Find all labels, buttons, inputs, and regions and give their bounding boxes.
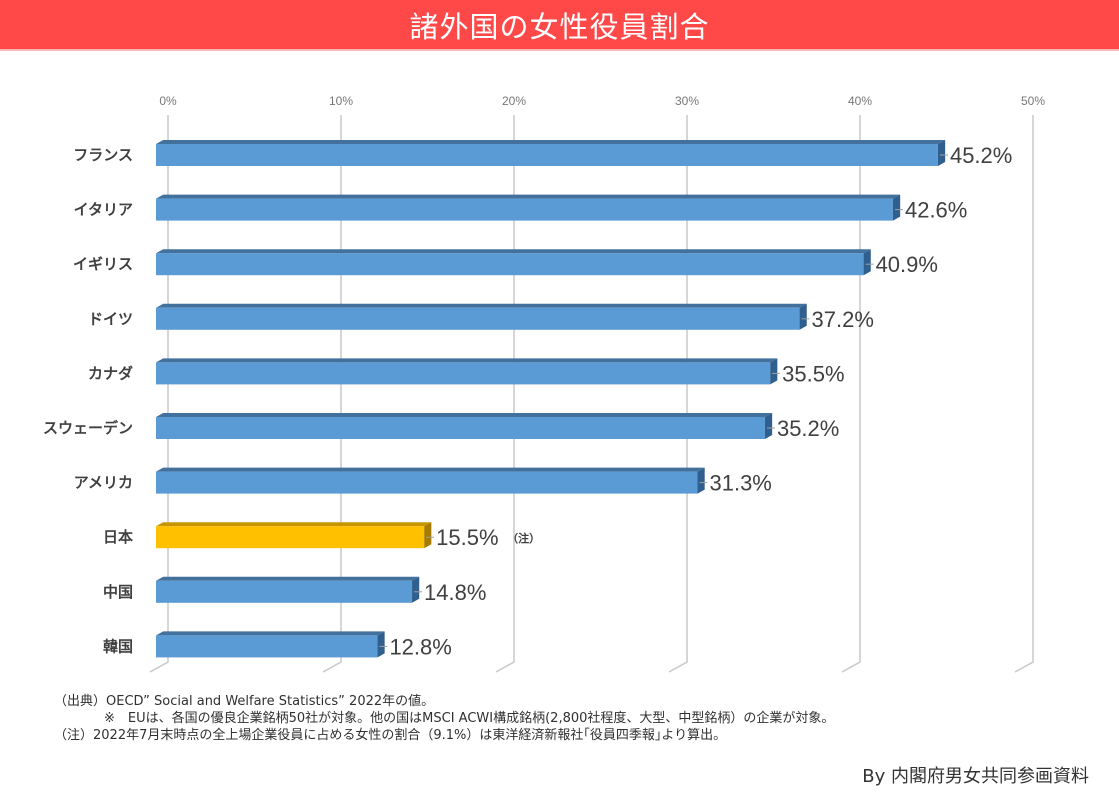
data-label: 12.8%	[389, 634, 451, 659]
bar	[156, 417, 765, 439]
category-label: イタリア	[74, 201, 133, 219]
footnote-eu: ※ EUは、各国の優良企業銘柄50社が対象。他の国はMSCI ACWI構成銘柄(…	[104, 711, 835, 726]
data-label: 45.2%	[950, 143, 1012, 168]
bar-chart: 0% 10% 20% 30% 40% 50% フランス 45.2% イタリア 42.6% イギリス 4…	[43, 94, 1045, 673]
bar-top-face	[156, 194, 901, 199]
bar	[156, 307, 800, 330]
bar-top-face	[156, 467, 705, 472]
bar-side-face	[424, 522, 432, 549]
category-label: ドイツ	[88, 310, 133, 328]
bar-side-face	[764, 413, 773, 439]
footnote-source: （出典）OECD” Social and Welfare Statistics”…	[54, 694, 435, 709]
bar-top-face	[156, 249, 871, 254]
x-tick-label: 30%	[675, 94, 699, 108]
data-label: 35.5%	[782, 361, 844, 386]
bar-top-face	[156, 576, 420, 581]
gridline	[322, 115, 342, 673]
title-bar: 諸外国の女性役員割合	[0, 0, 1119, 51]
category-label: 日本	[103, 528, 133, 546]
bar-top-face	[156, 358, 778, 363]
data-label: 37.2%	[812, 307, 874, 332]
bar-side-face	[892, 194, 901, 221]
category-label: 韓国	[103, 637, 133, 655]
bar-side-face	[377, 631, 385, 658]
bar-side-face	[799, 303, 807, 330]
gridline	[841, 115, 861, 673]
bar-top-face	[156, 140, 946, 144]
bar	[156, 635, 378, 658]
data-label: 42.6%	[905, 198, 967, 223]
bar-top-face	[156, 631, 385, 636]
bar-top-face	[156, 413, 773, 417]
bar-top-face	[156, 303, 807, 308]
gridline	[149, 115, 169, 673]
bar	[156, 362, 771, 385]
data-label: 31.3%	[709, 471, 771, 496]
data-label: 40.9%	[876, 252, 938, 277]
bar	[156, 471, 698, 494]
credit: By 内閣府男女共同参画資料	[862, 766, 1089, 787]
bar	[156, 144, 938, 166]
data-label: 14.8%	[424, 580, 486, 605]
x-tick-label: 10%	[329, 94, 353, 108]
footnotes: （出典）OECD” Social and Welfare Statistics”…	[54, 693, 1104, 744]
bar-side-face	[937, 140, 946, 166]
bar-top-face	[156, 522, 432, 527]
chart-title: 諸外国の女性役員割合	[409, 9, 710, 44]
gridline	[668, 115, 688, 673]
bar	[156, 526, 425, 549]
category-label: スウェーデン	[43, 419, 133, 437]
bar-side-face	[412, 576, 420, 603]
category-label: フランス	[73, 146, 133, 164]
x-tick-label: 40%	[848, 94, 872, 108]
bar-side-face	[770, 358, 778, 385]
gridline	[1014, 115, 1034, 673]
bar-side-face	[863, 249, 871, 276]
category-label: 中国	[103, 583, 133, 601]
footnote-japan: （注）2022年7月末時点の全上場企業役員に占める女性の割合（9.1%）は東洋経…	[54, 728, 727, 743]
category-label: アメリカ	[74, 474, 133, 492]
bar	[156, 198, 893, 221]
bar	[156, 580, 413, 603]
x-tick-label: 50%	[1021, 94, 1045, 108]
bar	[156, 253, 864, 276]
x-tick-label: 20%	[502, 94, 526, 108]
data-label: 15.5%	[436, 525, 498, 550]
category-label: イギリス	[73, 255, 133, 273]
data-label: 35.2%	[777, 416, 839, 441]
data-label-note: （注）	[507, 531, 540, 545]
x-tick-label: 0%	[159, 94, 177, 108]
gridline	[495, 115, 515, 673]
category-label: カナダ	[88, 364, 133, 382]
bar-side-face	[697, 467, 705, 494]
